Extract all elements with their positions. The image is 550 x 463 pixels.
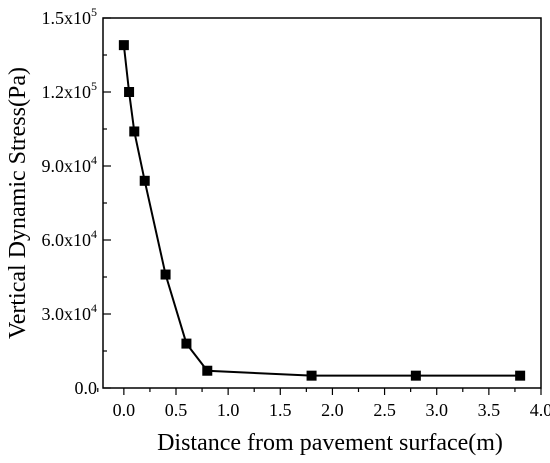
data-point-marker <box>118 40 129 51</box>
data-point-marker <box>124 87 135 97</box>
data-point-marker <box>181 338 192 349</box>
series-line <box>122 45 521 377</box>
y-axis-ticks: 0.0 3.0x104 6.0x104 9.0x104 1.2x105 1.5x105 <box>42 5 111 398</box>
x-tick-label: 2.5 <box>373 400 396 420</box>
series-layer <box>118 40 526 381</box>
x-axis-ticks: 0.0 0.5 1.0 1.5 2.0 2.5 3.0 3.5 4.0 <box>97 388 550 420</box>
x-tick-label: 0.5 <box>165 400 188 420</box>
x-tick-label: 2.0 <box>321 400 344 420</box>
y-axis-label: Vertical Dynamic Stress(Pa) <box>5 67 31 339</box>
data-point-marker <box>202 365 213 376</box>
x-tick-label: 3.5 <box>478 400 501 420</box>
y-tick-label: 1.5x105 <box>42 5 98 28</box>
y-tick-label: 1.2x105 <box>42 79 98 102</box>
x-tick-label: 4.0 <box>530 400 550 420</box>
y-tick-label: 3.0x104 <box>42 301 98 324</box>
x-tick-label: 0.0 <box>113 400 136 420</box>
x-axis-label: Distance from pavement surface(m) <box>157 430 503 456</box>
y-tick-label: 0.0 <box>75 378 98 398</box>
data-point-marker <box>410 370 421 381</box>
x-tick-label: 1.0 <box>217 400 240 420</box>
data-point-marker <box>129 126 140 137</box>
y-tick-label: 6.0x104 <box>42 227 98 250</box>
y-tick-label: 9.0x104 <box>42 153 98 176</box>
data-point-marker <box>515 370 526 381</box>
x-tick-label: 3.0 <box>425 400 448 420</box>
data-point-marker <box>139 175 150 186</box>
data-point-marker <box>306 370 317 381</box>
data-point-marker <box>160 269 171 280</box>
plot-frame <box>102 17 542 389</box>
x-tick-label: 1.5 <box>269 400 292 420</box>
